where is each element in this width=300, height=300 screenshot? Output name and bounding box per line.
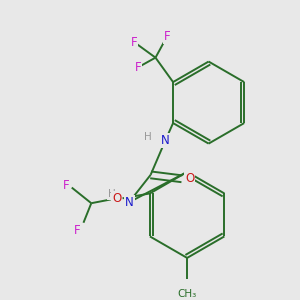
Text: H: H: [108, 189, 116, 200]
Text: F: F: [131, 35, 137, 49]
Text: F: F: [135, 61, 141, 74]
Text: H: H: [144, 132, 152, 142]
Text: CH₃: CH₃: [178, 289, 197, 299]
Text: F: F: [164, 30, 170, 43]
Text: N: N: [125, 196, 134, 209]
Text: N: N: [161, 134, 170, 147]
Text: F: F: [63, 179, 69, 192]
Text: O: O: [112, 192, 121, 205]
Text: O: O: [185, 172, 194, 185]
Text: F: F: [74, 224, 81, 237]
